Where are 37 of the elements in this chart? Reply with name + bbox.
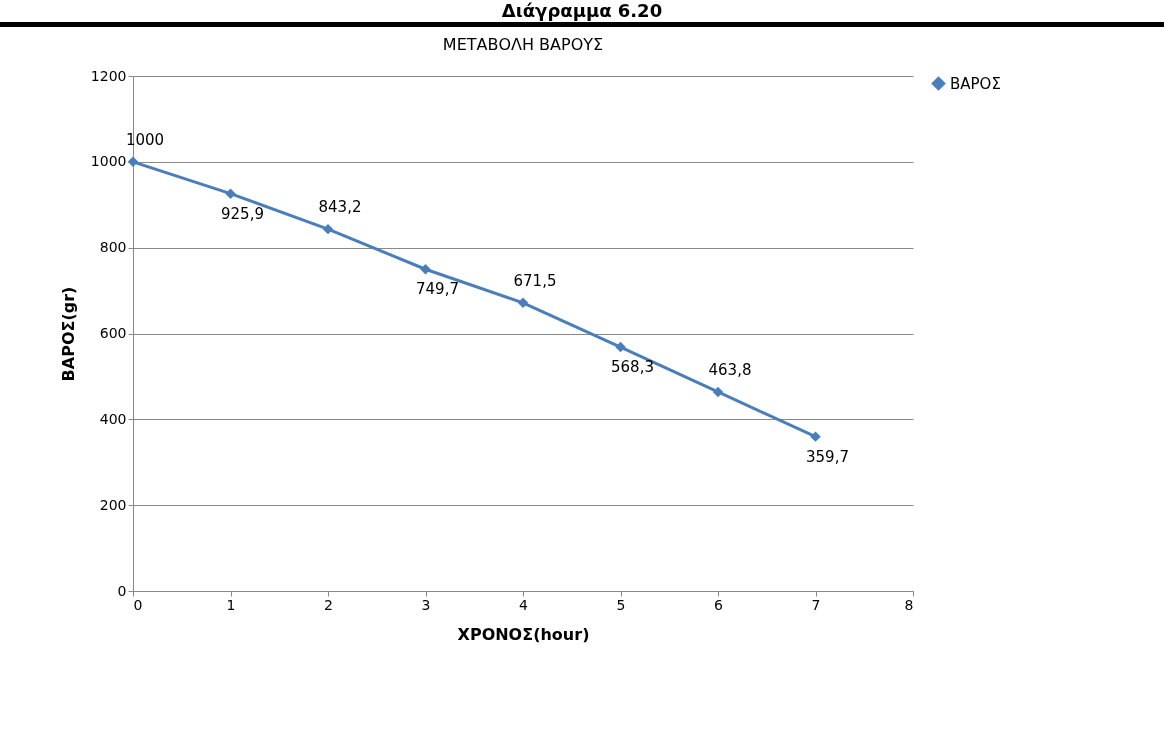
data-label: 1000 — [125, 130, 165, 149]
x-tick-label: 6 — [714, 596, 724, 613]
y-tick-label: 1200 — [90, 67, 127, 84]
point — [420, 264, 431, 275]
data-label: 568,3 — [611, 358, 654, 377]
data-label: 671,5 — [513, 271, 557, 290]
y-tick-label: 200 — [99, 496, 127, 513]
data-label: 359,7 — [806, 447, 849, 466]
y-tick-label: 0 — [117, 582, 127, 599]
y-tick-label: 400 — [99, 410, 127, 427]
x-tick-label: 0 — [133, 596, 143, 613]
point — [517, 297, 529, 309]
y-tick-label: 1000 — [90, 153, 127, 170]
x-tick-label: 4 — [519, 596, 529, 613]
point — [712, 386, 724, 398]
legend-label: ΒΑΡΟΣ — [950, 74, 1001, 93]
point — [127, 156, 139, 168]
x-tick-label: 7 — [811, 596, 821, 613]
data-label: 463,8 — [708, 360, 752, 379]
x-tick-label: 3 — [421, 596, 431, 613]
x-tick-label: 5 — [616, 596, 626, 613]
y-axis-title: ΒΑΡΟΣ(gr) — [58, 286, 78, 382]
data-label: 843,2 — [318, 198, 362, 217]
x-axis-title: ΧΡΟΝΟΣ(hour) — [457, 624, 590, 644]
y-tick-label: 600 — [99, 325, 127, 341]
point — [810, 431, 821, 442]
chart-title: ΜΕΤΑΒΟΛΗ ΒΑΡΟΥΣ — [442, 35, 604, 54]
data-label: 925,9 — [221, 204, 264, 223]
x-tick-label: 8 — [904, 596, 914, 613]
y-tick-label: 800 — [99, 239, 127, 256]
point — [615, 341, 626, 353]
x-tick-label: 1 — [226, 596, 236, 613]
x-tick-label: 2 — [324, 596, 333, 613]
point — [322, 223, 334, 235]
point — [225, 188, 236, 199]
data-label: 749,7 — [416, 280, 459, 299]
text: Διάγραμμα 6.20 — [0, 0, 1164, 27]
